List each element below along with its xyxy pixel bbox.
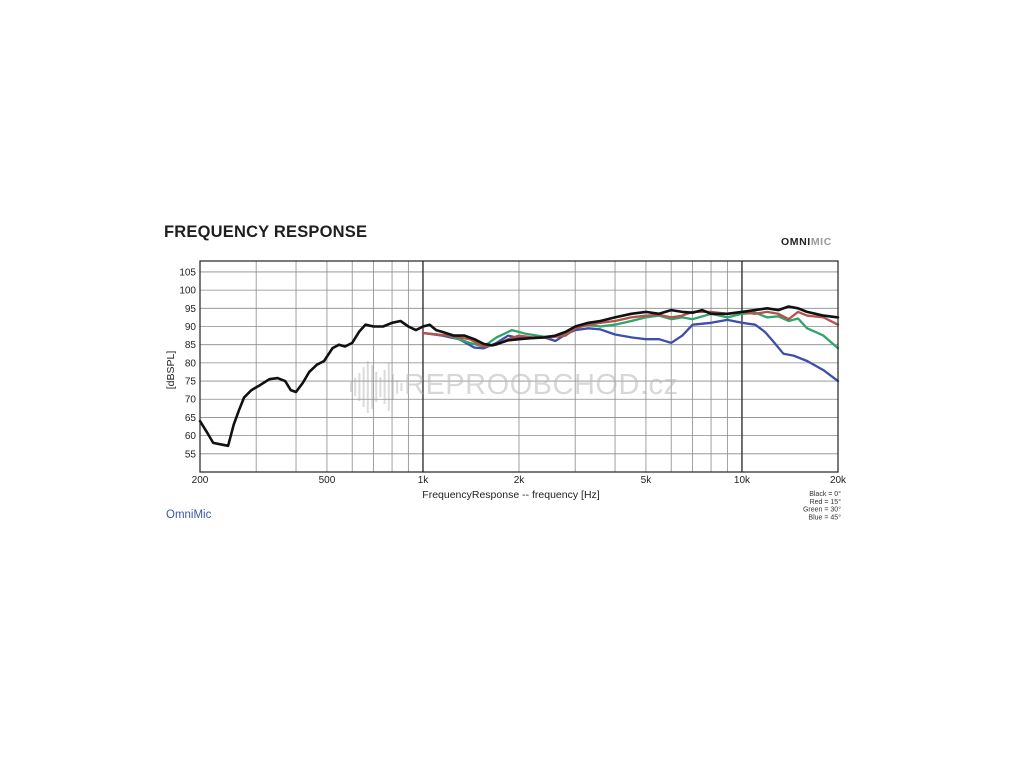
x-tick-label: 20k xyxy=(830,475,847,486)
x-tick-label: 1k xyxy=(418,475,430,486)
x-tick-label: 2k xyxy=(514,475,526,486)
waveform-bar xyxy=(366,361,369,413)
waveform-bar xyxy=(379,377,382,397)
grid-lines xyxy=(200,261,838,472)
y-tick-label: 65 xyxy=(185,413,197,424)
series-line-black xyxy=(198,305,840,448)
x-tick-labels: 200 500 1k 2k 5k 10k 20k xyxy=(192,475,847,486)
waveform-bar xyxy=(400,383,403,391)
waveform-icon xyxy=(350,361,403,413)
legend: Black = 0°Red = 15°Green = 30°Blue = 45° xyxy=(803,490,841,521)
legend-entry: Blue = 45° xyxy=(808,513,841,521)
waveform-bar xyxy=(387,363,390,411)
series-lines xyxy=(198,305,840,448)
brand-part1: OMNI xyxy=(781,236,811,248)
y-tick-label: 55 xyxy=(185,449,197,460)
waveform-bar xyxy=(362,367,365,407)
y-tick-label: 95 xyxy=(185,304,197,315)
y-tick-label: 90 xyxy=(185,322,197,333)
brand-part2: MIC xyxy=(810,236,832,248)
y-tick-label: 85 xyxy=(185,340,197,351)
chart-title: FREQUENCY RESPONSE xyxy=(164,223,368,241)
watermark-text: REPROOBCHOD.cz xyxy=(404,369,679,401)
y-tick-label: 105 xyxy=(179,267,196,278)
legend-entry: Black = 0° xyxy=(809,490,841,498)
y-tick-label: 100 xyxy=(179,286,196,297)
y-axis-label: [dBSPL] xyxy=(165,351,177,390)
y-tick-label: 70 xyxy=(185,395,197,406)
waveform-bar xyxy=(383,370,386,404)
waveform-bar xyxy=(350,382,352,392)
y-tick-label: 75 xyxy=(185,377,197,388)
x-tick-label: 500 xyxy=(319,475,336,486)
x-axis-label: FrequencyResponse -- frequency [Hz] xyxy=(422,489,599,501)
x-tick-label: 5k xyxy=(641,475,653,486)
y-tick-label: 60 xyxy=(185,431,197,442)
x-tick-label: 200 xyxy=(192,475,209,486)
y-tick-label: 80 xyxy=(185,358,197,369)
watermark-waveform-icon xyxy=(348,358,688,416)
footer-label: OmniMic xyxy=(166,509,212,521)
plot-frame xyxy=(199,260,839,473)
waveform-bar xyxy=(354,378,357,396)
legend-entry: Red = 15° xyxy=(810,498,842,506)
omnimic-logo: OMNIMIC xyxy=(781,236,832,248)
waveform-bar xyxy=(396,380,399,394)
waveform-bar xyxy=(392,374,394,400)
waveform-bar xyxy=(375,372,378,402)
y-tick-labels: 55 60 65 70 75 80 85 90 95 100 105 xyxy=(179,267,196,460)
series-line-blue xyxy=(421,318,840,383)
waveform-bar xyxy=(358,373,361,401)
waveform-bar xyxy=(371,365,373,409)
legend-entry: Green = 30° xyxy=(803,506,841,514)
x-tick-label: 10k xyxy=(734,475,751,486)
